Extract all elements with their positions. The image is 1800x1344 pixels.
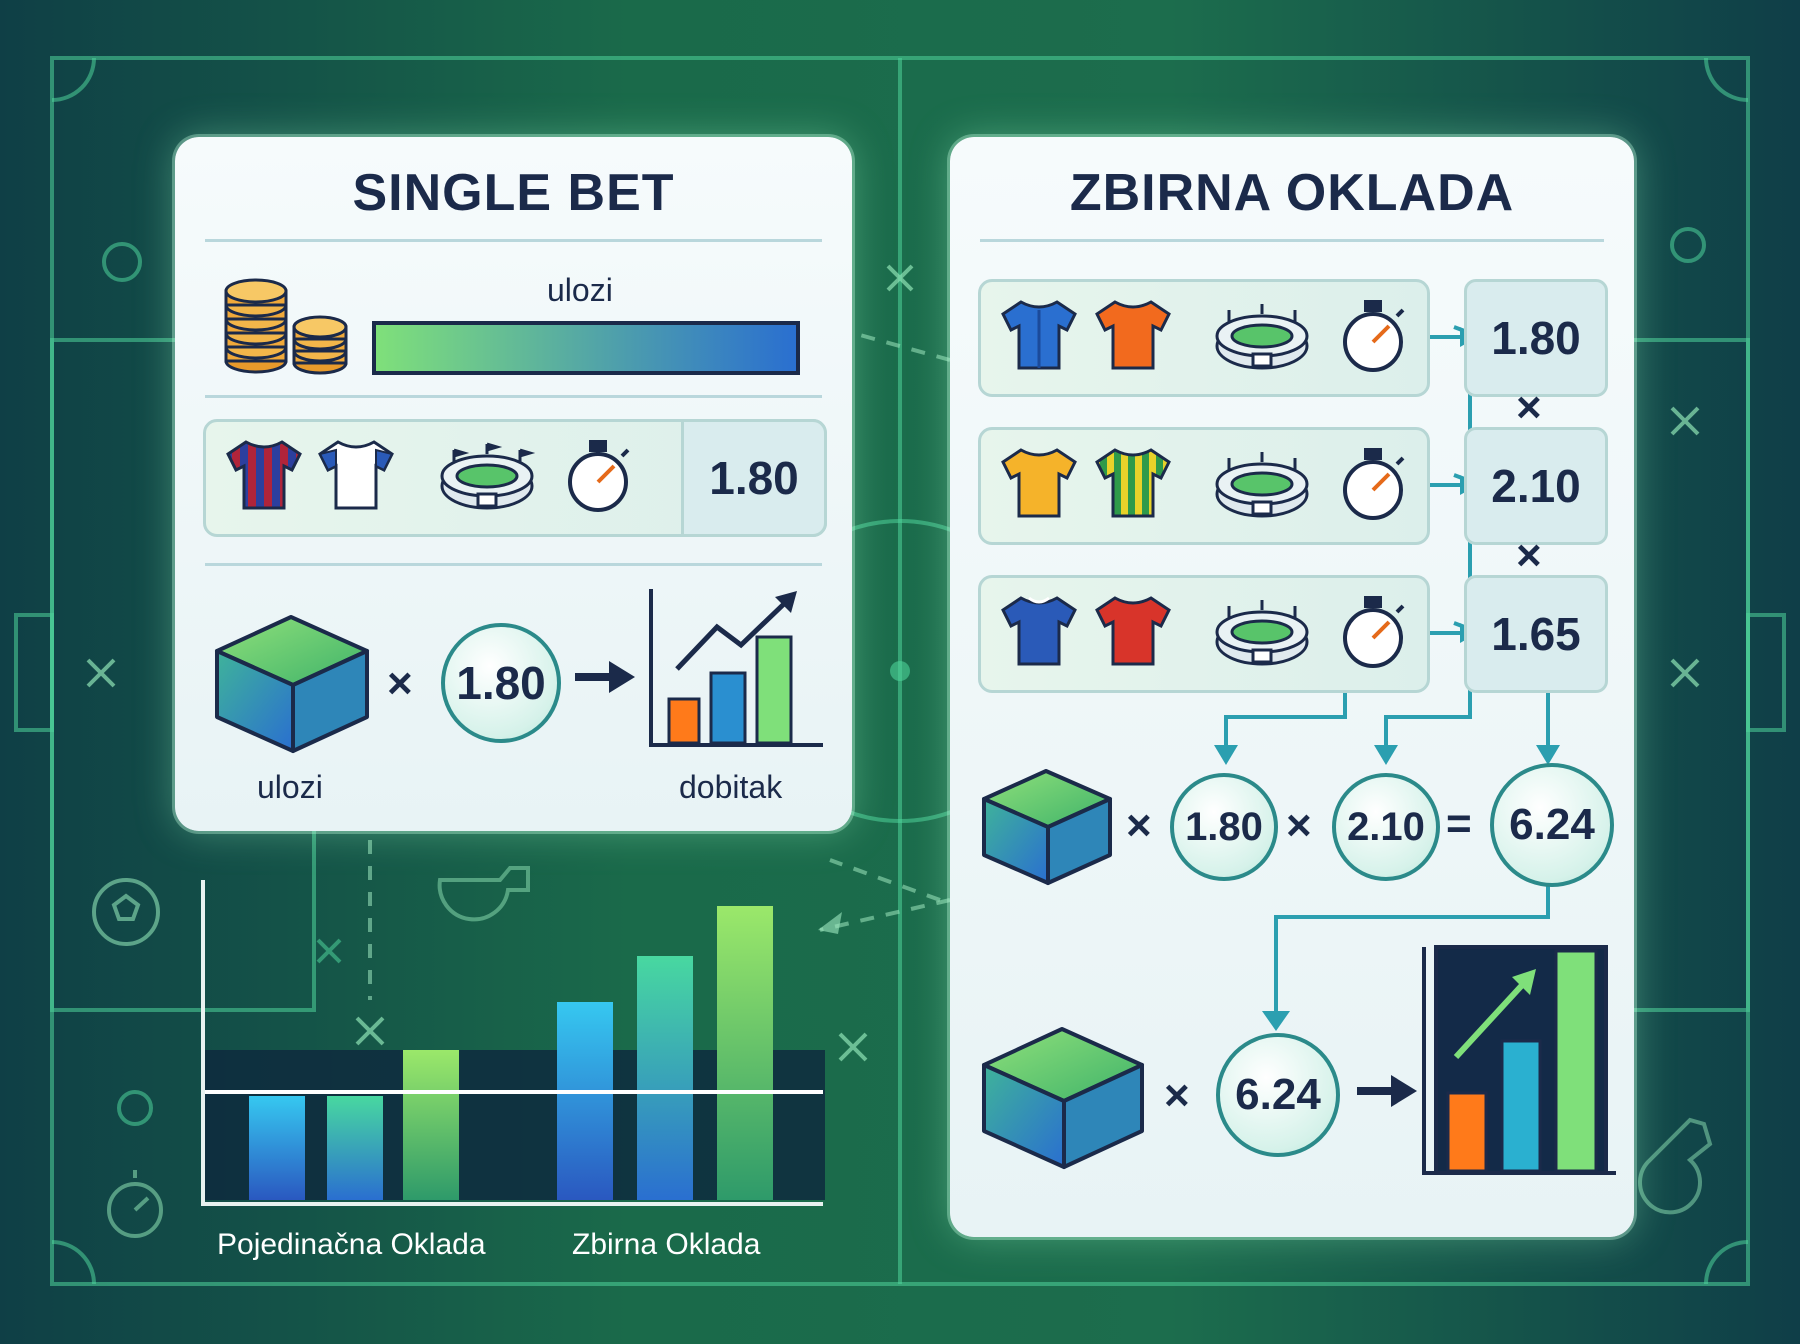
odd-box: 1.80 <box>681 419 827 537</box>
odd-circle-value: 2.10 <box>1347 804 1425 849</box>
match-row <box>978 427 1430 545</box>
odd-value: 1.80 <box>1491 312 1581 364</box>
stadium-icon <box>1215 600 1309 666</box>
stake-box-icon <box>215 615 369 753</box>
stake-bar <box>372 321 800 375</box>
odd-circle: 1.80 <box>1170 773 1278 881</box>
comparison-label-multi: Zbirna Oklada <box>572 1228 761 1261</box>
jersey-icon <box>318 440 394 510</box>
divider <box>205 395 822 398</box>
comparison-chart <box>201 880 825 1206</box>
connector-lines <box>1214 325 1560 1031</box>
stadium-icon <box>440 442 536 510</box>
jersey-icon <box>1095 448 1171 518</box>
growth-chart-icon <box>649 589 823 747</box>
single-bet-panel: SINGLE BET <box>175 137 852 831</box>
chart-axes <box>201 880 823 1206</box>
times-operator: × <box>1126 801 1152 850</box>
bar <box>249 1096 305 1200</box>
divider <box>980 239 1604 242</box>
jersey-icon <box>1001 596 1077 666</box>
match-row <box>978 575 1430 693</box>
bar <box>717 906 773 1200</box>
total-odd-value: 6.24 <box>1509 800 1595 849</box>
times-operator: × <box>1516 531 1542 580</box>
arrow-icon <box>1357 1075 1417 1107</box>
odd-value: 1.65 <box>1491 608 1581 660</box>
stadium-icon <box>1215 452 1309 518</box>
match-row <box>978 279 1430 397</box>
win-label: dobitak <box>679 769 783 805</box>
stopwatch-icon <box>1343 300 1405 372</box>
stake-bar-label: ulozi <box>547 272 613 308</box>
stake-label: ulozi <box>257 769 323 805</box>
stadium-icon <box>1215 304 1309 370</box>
times-operator: × <box>387 659 413 708</box>
growth-chart-icon <box>1422 945 1616 1175</box>
jersey-icon <box>1001 300 1077 370</box>
odd-circle: 2.10 <box>1332 773 1440 881</box>
coins-icon <box>224 278 348 375</box>
jersey-icon <box>1095 300 1171 370</box>
jersey-icon <box>226 440 302 510</box>
stopwatch-icon <box>1343 448 1405 520</box>
odd-circle-value: 1.80 <box>1185 804 1263 849</box>
equals-operator: = <box>1446 799 1472 848</box>
bar <box>327 1096 383 1200</box>
odd-value: 2.10 <box>1491 460 1581 512</box>
divider <box>205 563 822 566</box>
times-operator: × <box>1286 801 1312 850</box>
final-odd-value: 6.24 <box>1235 1070 1321 1119</box>
times-operator: × <box>1164 1071 1190 1120</box>
jersey-icon <box>1001 448 1077 518</box>
stake-box-icon <box>982 769 1112 885</box>
jersey-icon <box>1095 596 1171 666</box>
single-bet-title: SINGLE BET <box>352 164 675 222</box>
odd-circle: 1.80 <box>441 623 561 743</box>
times-operator: × <box>1516 383 1542 432</box>
bar <box>637 956 693 1200</box>
multi-bet-panel: ZBIRNA OKLADA <box>950 137 1634 1237</box>
odd-box: 2.10 <box>1464 427 1608 545</box>
stake-box-icon <box>982 1027 1144 1169</box>
bar <box>557 1002 613 1200</box>
stopwatch-icon <box>1343 596 1405 668</box>
arrow-icon <box>575 661 635 693</box>
match-row: 1.80 <box>203 419 827 537</box>
bar <box>403 1050 459 1200</box>
odd-box: 1.65 <box>1464 575 1608 693</box>
odd-value: 1.80 <box>709 452 799 504</box>
multi-bet-title: ZBIRNA OKLADA <box>1069 164 1515 222</box>
total-odd-circle: 6.24 <box>1490 763 1614 887</box>
comparison-label-single: Pojedinačna Oklada <box>217 1228 486 1261</box>
final-odd-circle: 6.24 <box>1216 1033 1340 1157</box>
stopwatch-icon <box>568 440 630 512</box>
odd-circle-value: 1.80 <box>456 657 546 709</box>
divider <box>205 239 822 242</box>
odd-box: 1.80 <box>1464 279 1608 397</box>
